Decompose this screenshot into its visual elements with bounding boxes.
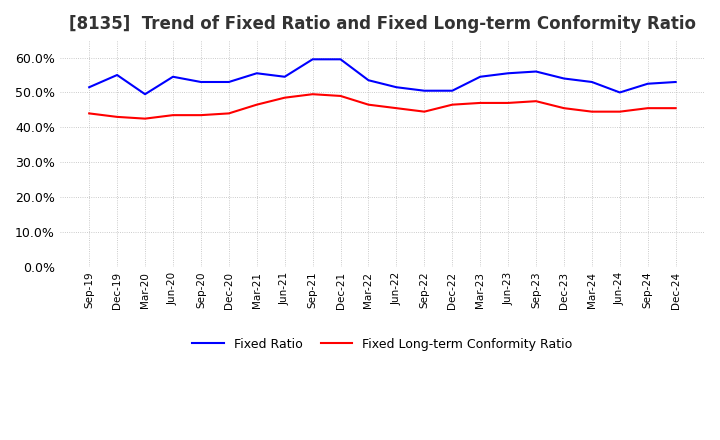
Fixed Ratio — [113, 72, 122, 77]
Fixed Ratio — [225, 79, 233, 84]
Fixed Long-term Conformity Ratio — [280, 95, 289, 100]
Fixed Ratio — [308, 57, 317, 62]
Fixed Ratio — [336, 57, 345, 62]
Fixed Long-term Conformity Ratio — [392, 106, 401, 111]
Fixed Long-term Conformity Ratio — [197, 113, 205, 118]
Fixed Ratio — [448, 88, 456, 93]
Fixed Ratio — [476, 74, 485, 79]
Fixed Ratio — [644, 81, 652, 86]
Fixed Ratio — [588, 79, 596, 84]
Fixed Long-term Conformity Ratio — [671, 106, 680, 111]
Fixed Long-term Conformity Ratio — [225, 111, 233, 116]
Line: Fixed Ratio: Fixed Ratio — [89, 59, 675, 94]
Fixed Ratio — [168, 74, 177, 79]
Fixed Long-term Conformity Ratio — [448, 102, 456, 107]
Fixed Long-term Conformity Ratio — [531, 99, 540, 104]
Fixed Ratio — [253, 71, 261, 76]
Fixed Ratio — [85, 84, 94, 90]
Fixed Long-term Conformity Ratio — [140, 116, 149, 121]
Fixed Long-term Conformity Ratio — [616, 109, 624, 114]
Fixed Long-term Conformity Ratio — [644, 106, 652, 111]
Fixed Ratio — [616, 90, 624, 95]
Fixed Long-term Conformity Ratio — [308, 92, 317, 97]
Fixed Ratio — [559, 76, 568, 81]
Fixed Ratio — [671, 79, 680, 84]
Fixed Long-term Conformity Ratio — [85, 111, 94, 116]
Fixed Long-term Conformity Ratio — [504, 100, 513, 106]
Legend: Fixed Ratio, Fixed Long-term Conformity Ratio: Fixed Ratio, Fixed Long-term Conformity … — [187, 333, 577, 356]
Fixed Ratio — [197, 79, 205, 84]
Fixed Ratio — [420, 88, 428, 93]
Fixed Ratio — [504, 71, 513, 76]
Fixed Ratio — [392, 84, 401, 90]
Fixed Long-term Conformity Ratio — [476, 100, 485, 106]
Title: [8135]  Trend of Fixed Ratio and Fixed Long-term Conformity Ratio: [8135] Trend of Fixed Ratio and Fixed Lo… — [69, 15, 696, 33]
Fixed Ratio — [140, 92, 149, 97]
Fixed Long-term Conformity Ratio — [588, 109, 596, 114]
Fixed Long-term Conformity Ratio — [336, 93, 345, 99]
Fixed Long-term Conformity Ratio — [364, 102, 373, 107]
Fixed Long-term Conformity Ratio — [253, 102, 261, 107]
Fixed Long-term Conformity Ratio — [168, 113, 177, 118]
Fixed Long-term Conformity Ratio — [420, 109, 428, 114]
Line: Fixed Long-term Conformity Ratio: Fixed Long-term Conformity Ratio — [89, 94, 675, 119]
Fixed Long-term Conformity Ratio — [559, 106, 568, 111]
Fixed Ratio — [531, 69, 540, 74]
Fixed Long-term Conformity Ratio — [113, 114, 122, 120]
Fixed Ratio — [364, 77, 373, 83]
Fixed Ratio — [280, 74, 289, 79]
